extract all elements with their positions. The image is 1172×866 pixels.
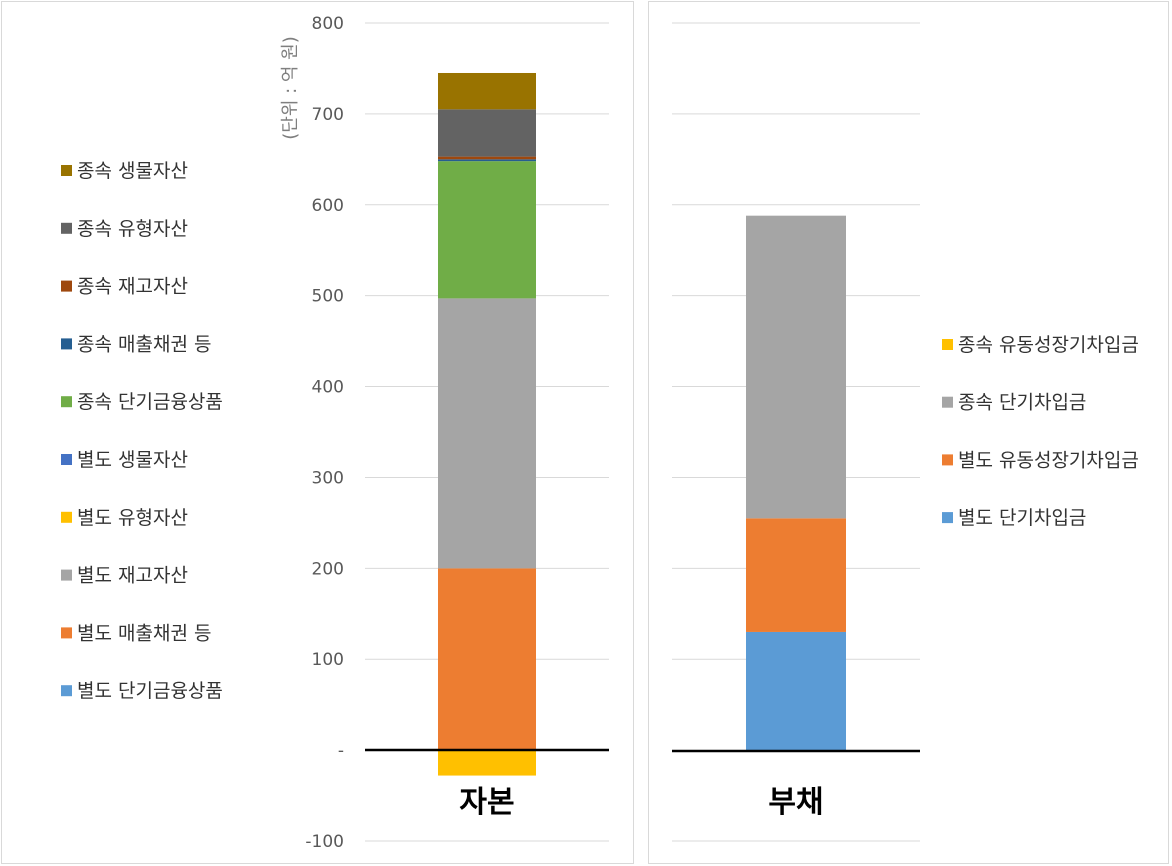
y-tick-label: 200 [312,559,344,579]
legend-swatch [61,280,72,292]
legend-label: 별도 매출채권 등 [77,622,211,644]
y-tick-label: 700 [312,105,344,125]
bar-segment [438,72,536,110]
category-label-liabilities: 부채 [768,785,823,820]
legend-swatch [61,338,72,350]
legend-label: 별도 단기금융상품 [77,680,223,702]
bar-segment [438,109,536,157]
right-panel-border [648,1,1169,864]
legend-label: 종속 재고자산 [77,276,188,298]
bar-segment [746,518,846,632]
category-label-capital: 자본 [459,785,514,820]
legend-swatch [942,339,953,350]
legend-label: 별도 유형자산 [77,507,188,529]
legend-swatch [942,512,953,524]
legend-swatch [942,396,953,408]
y-tick-label: 800 [312,14,344,34]
y-tick-label: 400 [312,378,344,398]
legend-swatch [942,454,953,466]
legend-label: 별도 단기차입금 [958,507,1086,529]
legend-swatch [61,396,72,408]
legend-swatch [61,685,72,697]
left-panel-border [1,1,634,864]
legend-swatch [61,454,72,465]
bar-segment [746,215,846,519]
y-tick-label: 300 [312,468,344,488]
bar-segment [438,568,536,751]
capital-stacked-bar [438,72,536,776]
legend-label: 종속 유형자산 [77,218,188,240]
legend-swatch [61,222,72,234]
bar-segment [438,161,536,299]
bar-segment [438,298,536,569]
y-tick-label: 600 [312,196,344,216]
legend-label: 종속 매출채권 등 [77,333,211,355]
legend-label: 종속 단기금융상품 [77,391,223,413]
bar-segment [746,631,846,751]
legend-swatch [61,569,72,581]
legend-swatch [61,511,72,523]
legend-label: 별도 유동성장기차입금 [958,449,1139,471]
legend-label: 종속 생물자산 [77,160,188,182]
y-tick-label: 500 [312,287,344,307]
y-tick-label: 100 [312,650,344,670]
bar-segment [438,750,536,776]
legend-label: 종속 유동성장기차입금 [958,334,1139,356]
bar-segment [438,156,536,160]
y-tick-label: - [338,741,344,761]
liabilities-stacked-bar [746,215,846,751]
unit-label: (단위 : 억 원) [280,36,301,140]
legend-swatch [61,627,72,639]
y-tick-label: -100 [305,832,344,852]
legend-label: 별도 생물자산 [77,449,188,471]
legend-swatch [61,165,72,176]
bar-segment [438,159,536,162]
legend-label: 종속 단기차입금 [958,392,1086,414]
legend-label: 별도 재고자산 [77,565,188,587]
